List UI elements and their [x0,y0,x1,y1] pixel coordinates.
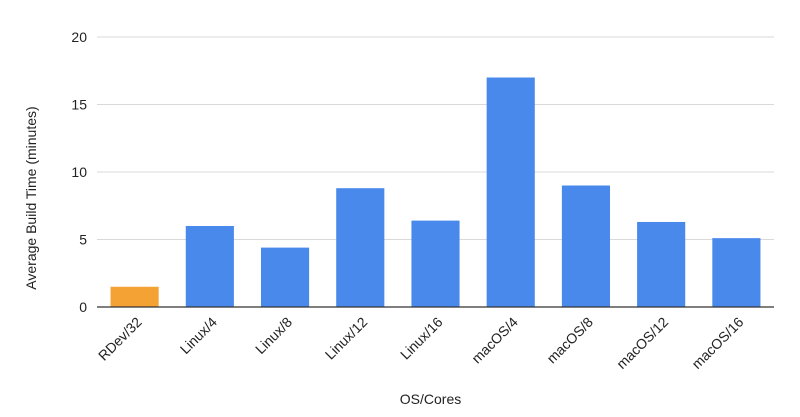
y-tick-label: 10 [71,164,87,180]
y-tick-label: 0 [79,299,87,315]
x-tick-label: macOS/8 [543,314,596,367]
x-axis-ticks: RDev/32 Linux/4 Linux/8 Linux/12 Linux/16 mac… [95,314,747,372]
y-tick-label: 15 [71,97,87,113]
gridlines [97,36,774,240]
x-axis-title: OS/Cores [400,391,461,407]
y-axis-ticks: 0 5 10 15 20 [71,29,87,315]
x-tick-label: macOS/12 [613,314,671,372]
x-tick-label: Linux/16 [397,314,446,363]
x-tick-label: Linux/12 [322,314,371,363]
y-tick-label: 5 [79,232,87,248]
bar-macos-16 [712,238,761,307]
bar-linux-12 [336,188,385,307]
bar-macos-8 [561,185,611,307]
x-tick-label: macOS/4 [468,314,521,367]
bar-rdev-32 [110,286,159,307]
bar-linux-16 [411,220,460,307]
x-tick-label: RDev/32 [95,314,145,364]
y-tick-label: 20 [71,29,87,45]
x-tick-label: macOS/16 [688,314,746,372]
bar-linux-8 [260,247,310,307]
bar-macos-12 [637,221,686,307]
y-axis-title: Average Build Time (minutes) [23,106,39,289]
x-tick-label: Linux/4 [177,314,220,357]
bars [110,77,761,307]
bar-linux-4 [185,226,234,307]
x-tick-label: Linux/8 [252,314,295,357]
bar-macos-4 [486,77,535,307]
